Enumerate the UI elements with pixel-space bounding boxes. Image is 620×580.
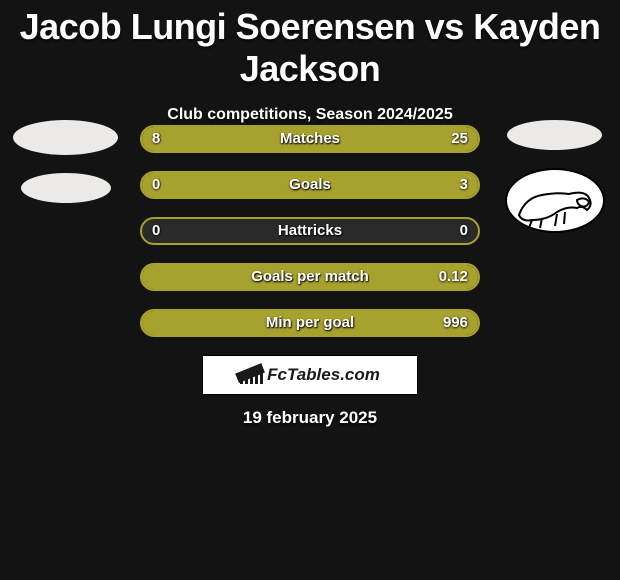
stat-row: 0Hattricks0 [140,217,480,245]
stat-label: Goals [142,173,478,197]
stat-value-right: 0.12 [439,265,468,289]
stat-row: Goals per match0.12 [140,263,480,291]
stat-value-right: 25 [451,127,468,151]
derby-county-logo [505,168,605,233]
chart-icon [240,366,263,384]
promo-label: FcTables.com [267,365,380,385]
stat-label: Min per goal [142,311,478,335]
date-label: 19 february 2025 [0,408,620,428]
page-title: Jacob Lungi Soerensen vs Kayden Jackson [0,0,620,90]
stats-panel: 8Matches250Goals30Hattricks0Goals per ma… [140,125,480,355]
promo-badge: FcTables.com [202,355,418,395]
stat-label: Matches [142,127,478,151]
club-logo-placeholder [13,120,118,155]
stat-row: 8Matches25 [140,125,480,153]
stat-value-right: 3 [460,173,468,197]
right-logo-column [497,120,612,233]
stat-row: 0Goals3 [140,171,480,199]
left-logo-column [8,120,123,221]
club-logo-placeholder [21,173,111,203]
stat-value-right: 0 [460,219,468,243]
stat-row: Min per goal996 [140,309,480,337]
club-logo-placeholder [507,120,602,150]
ram-icon [507,170,605,233]
stat-value-right: 996 [443,311,468,335]
stat-label: Hattricks [142,219,478,243]
stat-label: Goals per match [142,265,478,289]
